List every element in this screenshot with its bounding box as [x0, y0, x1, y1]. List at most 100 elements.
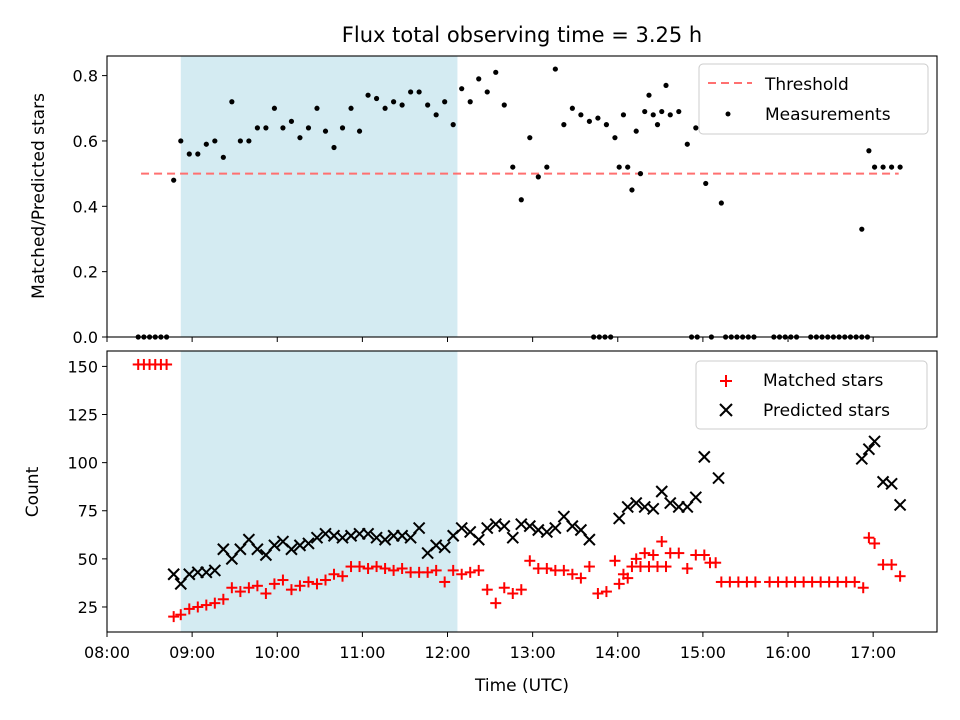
predicted-stars-point-b [293, 539, 307, 552]
matched-stars-point [379, 562, 391, 574]
matched-stars-point [251, 580, 263, 592]
predicted-stars-point-b [566, 519, 579, 533]
predicted-stars-point [268, 539, 281, 552]
predicted-stars-point-b [540, 525, 554, 539]
matched-stars-point [447, 564, 459, 576]
matched-stars-point [886, 559, 898, 571]
predicted-stars-point-b [855, 452, 869, 465]
predicted-stars-point-b [647, 502, 660, 516]
matched-stars-point [515, 584, 527, 596]
measurement-point [365, 92, 371, 98]
measurement-point [476, 76, 482, 82]
ratio-legend: Threshold Measurements [698, 63, 929, 135]
matched-stars-point [234, 586, 246, 598]
predicted-stars-point-b [438, 541, 451, 554]
predicted-stars-point-b [549, 521, 562, 535]
predicted-stars-point-b [378, 533, 392, 546]
predicted-stars-point [498, 519, 511, 533]
matched-stars-point [371, 561, 383, 573]
matched-stars-point [337, 570, 349, 582]
measurement-point [280, 125, 286, 131]
matched-stars-point [456, 568, 468, 580]
matched-stars-point [541, 562, 553, 574]
ratio-y-tick-label: 0.4 [73, 197, 98, 216]
matched-stars-point [600, 586, 612, 598]
measurement-point [569, 105, 575, 111]
observing-window-shade [180, 56, 458, 337]
measurement-point [484, 89, 490, 95]
measurement-point [888, 164, 895, 170]
predicted-stars-point-b [574, 523, 588, 537]
matched-stars-point [464, 566, 476, 578]
predicted-stars-point [523, 519, 537, 533]
matched-stars-point [647, 549, 659, 561]
matched-stars-point [566, 568, 578, 580]
matched-stars-point [319, 574, 331, 586]
predicted-stars-point [167, 568, 180, 581]
measurement-point [544, 164, 550, 170]
measurement-point [703, 180, 709, 187]
measurement-point [442, 99, 448, 105]
measurement-point [288, 118, 295, 124]
measurement-point [501, 102, 507, 108]
count-y-tick-label: 75 [78, 502, 98, 521]
predicted-stars-point-b [612, 512, 626, 525]
ratio-y-axis-label: Matched/Predicted stars [29, 93, 49, 299]
measurement-point [718, 200, 724, 206]
measurement-point [195, 151, 201, 157]
matched-stars-point [473, 564, 485, 576]
matched-stars-point [328, 568, 340, 580]
predicted-stars-point [655, 485, 668, 498]
predicted-stars-point-b [276, 535, 290, 548]
matched-stars-point [168, 611, 180, 623]
predicted-stars-point-b [557, 510, 571, 523]
measurement-point [535, 174, 541, 180]
predicted-stars-point-b [689, 491, 703, 504]
measurement-point [254, 125, 260, 131]
matched-stars-point [260, 588, 272, 600]
predicted-stars-point [712, 471, 725, 485]
measurement-point [646, 92, 652, 98]
measurement-point [203, 141, 209, 147]
ratio-y-tick-label: 0.2 [73, 263, 98, 282]
matched-stars-point [268, 578, 280, 590]
matched-stars-point [656, 536, 668, 548]
measurement-point [322, 128, 329, 134]
predicted-stars-point [689, 491, 703, 504]
measurement-point [897, 164, 903, 170]
matched-stars-point [749, 576, 761, 588]
measurement-point [693, 125, 699, 131]
count-y-tick-label: 125 [67, 406, 98, 425]
count-y-axis-label: Count [23, 466, 43, 517]
predicted-stars-point-b [583, 533, 596, 546]
x-tick-label: 09:00 [169, 643, 215, 662]
measurement-point [246, 138, 252, 144]
predicted-stars-point-b [481, 521, 494, 535]
measurement-point [650, 112, 656, 118]
measurement-point [450, 122, 456, 128]
measurement-point [659, 108, 665, 115]
measurement-point [880, 164, 886, 170]
matched-stars-point [592, 588, 604, 600]
predicted-stars-point [540, 525, 554, 539]
predicted-stars-point-b [621, 500, 634, 514]
predicted-stars-point-b [344, 529, 358, 542]
legend-threshold-label: Threshold [764, 75, 849, 95]
matched-stars-point [639, 547, 651, 559]
measurement-point [425, 102, 431, 108]
predicted-stars-point [310, 531, 324, 544]
measurement-point [654, 122, 661, 128]
count-y-tick-label: 150 [67, 357, 98, 376]
measurement-point [399, 102, 405, 108]
matched-stars-point [422, 566, 434, 578]
predicted-stars-point-b [698, 450, 711, 464]
matched-stars-point [430, 564, 442, 576]
predicted-stars-point [862, 442, 876, 456]
measurement-point [510, 164, 516, 170]
matched-stars-point [209, 597, 221, 609]
matched-stars-point [575, 572, 587, 584]
x-axis-label: Time (UTC) [474, 676, 569, 696]
measurement-point [314, 105, 320, 111]
predicted-stars-point [412, 521, 426, 535]
x-tick-label: 13:00 [510, 643, 556, 662]
